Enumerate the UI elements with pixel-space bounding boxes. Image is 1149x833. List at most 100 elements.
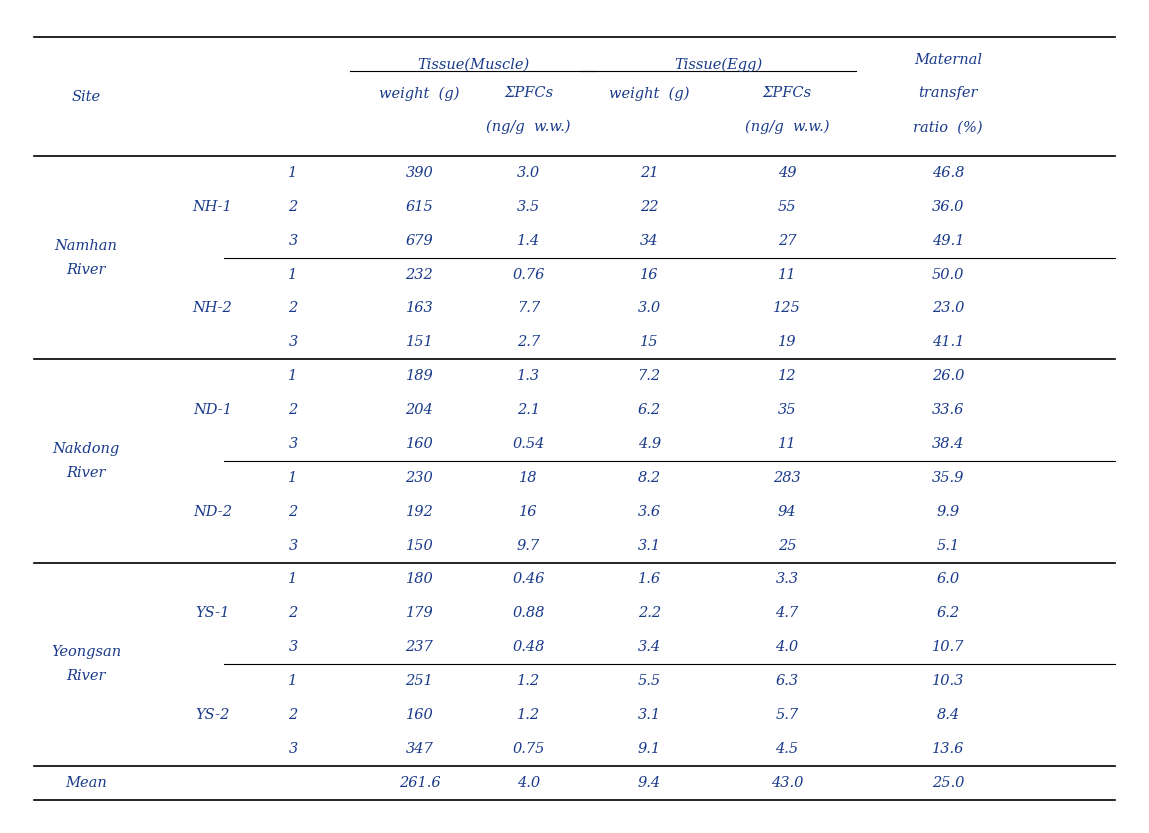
Text: 3.6: 3.6 (638, 505, 661, 519)
Text: 9.4: 9.4 (638, 776, 661, 790)
Text: 1: 1 (288, 369, 298, 383)
Text: Namhan: Namhan (55, 239, 117, 253)
Text: 22: 22 (640, 200, 658, 214)
Text: 35.9: 35.9 (932, 471, 964, 485)
Text: 390: 390 (406, 166, 433, 180)
Text: 6.0: 6.0 (936, 572, 959, 586)
Text: 2: 2 (288, 708, 298, 722)
Text: 94: 94 (778, 505, 796, 519)
Text: 6.2: 6.2 (638, 403, 661, 417)
Text: 25.0: 25.0 (932, 776, 964, 790)
Text: 5.5: 5.5 (638, 674, 661, 688)
Text: 4.9: 4.9 (638, 437, 661, 451)
Text: 2: 2 (288, 606, 298, 621)
Text: 41.1: 41.1 (932, 336, 964, 349)
Text: 1.6: 1.6 (638, 572, 661, 586)
Text: 25: 25 (778, 539, 796, 552)
Text: 179: 179 (406, 606, 433, 621)
Text: 11: 11 (778, 267, 796, 282)
Text: 151: 151 (406, 336, 433, 349)
Text: 3.5: 3.5 (517, 200, 540, 214)
Text: 1: 1 (288, 166, 298, 180)
Text: 189: 189 (406, 369, 433, 383)
Text: 2.2: 2.2 (638, 606, 661, 621)
Text: weight  (g): weight (g) (609, 86, 689, 101)
Text: 3: 3 (288, 539, 298, 552)
Text: 0.46: 0.46 (512, 572, 545, 586)
Text: 2: 2 (288, 200, 298, 214)
Text: ΣPFCs: ΣPFCs (763, 87, 811, 101)
Text: 23.0: 23.0 (932, 302, 964, 316)
Text: 46.8: 46.8 (932, 166, 964, 180)
Text: 3: 3 (288, 234, 298, 247)
Text: River: River (67, 466, 106, 480)
Text: 50.0: 50.0 (932, 267, 964, 282)
Text: 0.88: 0.88 (512, 606, 545, 621)
Text: 26.0: 26.0 (932, 369, 964, 383)
Text: 1.3: 1.3 (517, 369, 540, 383)
Text: 3.1: 3.1 (638, 539, 661, 552)
Text: 7.7: 7.7 (517, 302, 540, 316)
Text: NH-1: NH-1 (193, 200, 232, 214)
Text: 49.1: 49.1 (932, 234, 964, 247)
Text: 2: 2 (288, 505, 298, 519)
Text: 38.4: 38.4 (932, 437, 964, 451)
Text: 2.1: 2.1 (517, 403, 540, 417)
Text: NH-2: NH-2 (193, 302, 232, 316)
Text: 4.7: 4.7 (776, 606, 799, 621)
Text: 18: 18 (519, 471, 538, 485)
Text: 3: 3 (288, 742, 298, 756)
Text: 4.0: 4.0 (776, 641, 799, 654)
Text: Yeongsan: Yeongsan (51, 646, 122, 660)
Text: 3.1: 3.1 (638, 708, 661, 722)
Text: 232: 232 (406, 267, 433, 282)
Text: ND-1: ND-1 (193, 403, 232, 417)
Text: YS-2: YS-2 (195, 708, 230, 722)
Text: 9.9: 9.9 (936, 505, 959, 519)
Text: 16: 16 (640, 267, 658, 282)
Text: ND-2: ND-2 (193, 505, 232, 519)
Text: 27: 27 (778, 234, 796, 247)
Text: 251: 251 (406, 674, 433, 688)
Text: 3.0: 3.0 (638, 302, 661, 316)
Text: 0.54: 0.54 (512, 437, 545, 451)
Text: 11: 11 (778, 437, 796, 451)
Text: 4.0: 4.0 (517, 776, 540, 790)
Text: (ng/g  w.w.): (ng/g w.w.) (745, 120, 830, 134)
Text: 679: 679 (406, 234, 433, 247)
Text: 9.1: 9.1 (638, 742, 661, 756)
Text: 3: 3 (288, 641, 298, 654)
Text: ratio  (%): ratio (%) (913, 120, 982, 134)
Text: YS-1: YS-1 (195, 606, 230, 621)
Text: 125: 125 (773, 302, 801, 316)
Text: 8.2: 8.2 (638, 471, 661, 485)
Text: 1: 1 (288, 267, 298, 282)
Text: 160: 160 (406, 708, 433, 722)
Text: 3.3: 3.3 (776, 572, 799, 586)
Text: 5.7: 5.7 (776, 708, 799, 722)
Text: 12: 12 (778, 369, 796, 383)
Text: 35: 35 (778, 403, 796, 417)
Text: River: River (67, 669, 106, 683)
Text: Mean: Mean (65, 776, 107, 790)
Text: 347: 347 (406, 742, 433, 756)
Text: 0.75: 0.75 (512, 742, 545, 756)
Text: 0.76: 0.76 (512, 267, 545, 282)
Text: River: River (67, 262, 106, 277)
Text: 1.4: 1.4 (517, 234, 540, 247)
Text: 615: 615 (406, 200, 433, 214)
Text: 160: 160 (406, 437, 433, 451)
Text: 237: 237 (406, 641, 433, 654)
Text: 2: 2 (288, 403, 298, 417)
Text: (ng/g  w.w.): (ng/g w.w.) (486, 120, 571, 134)
Text: Site: Site (71, 90, 101, 104)
Text: 15: 15 (640, 336, 658, 349)
Text: 55: 55 (778, 200, 796, 214)
Text: 8.4: 8.4 (936, 708, 959, 722)
Text: 1.2: 1.2 (517, 674, 540, 688)
Text: 163: 163 (406, 302, 433, 316)
Text: 6.2: 6.2 (936, 606, 959, 621)
Text: 1: 1 (288, 572, 298, 586)
Text: 7.2: 7.2 (638, 369, 661, 383)
Text: 43.0: 43.0 (771, 776, 803, 790)
